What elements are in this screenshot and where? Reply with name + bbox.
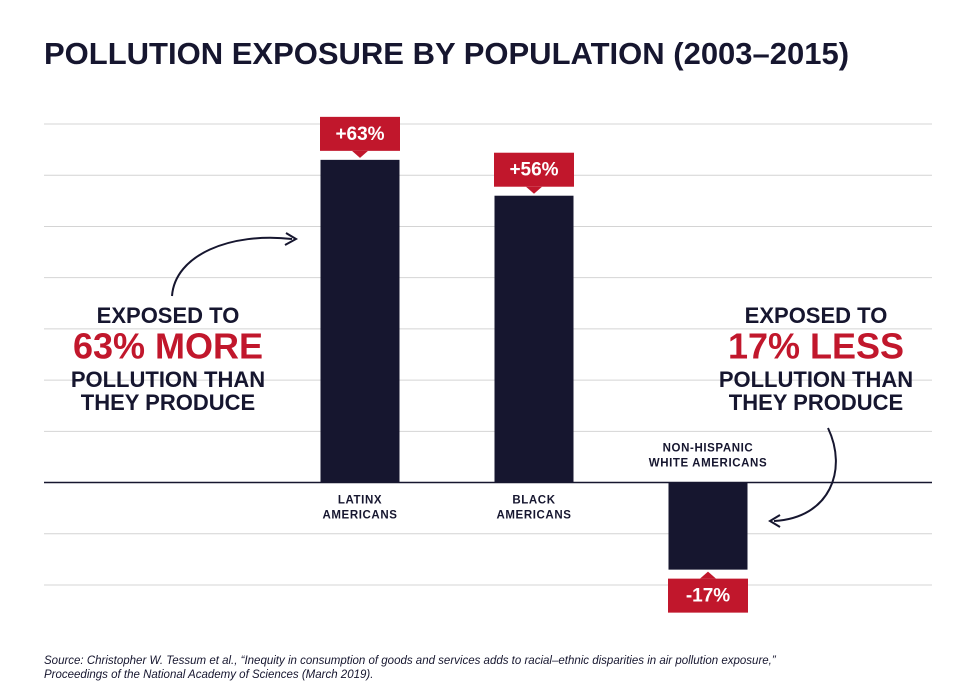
label-pointer: [352, 150, 368, 158]
label-box: [668, 578, 748, 613]
annotation: POLLUTION THAN: [71, 367, 265, 392]
label-pointer: [526, 186, 542, 194]
bar: [494, 195, 574, 483]
data-label: +56%: [509, 160, 558, 181]
bar: [320, 159, 400, 483]
label-pointer: [700, 571, 716, 579]
bar: [668, 482, 748, 570]
annotation: THEY PRODUCE: [81, 390, 255, 415]
arrow: [773, 427, 837, 522]
data-label: -17%: [686, 586, 730, 607]
category-label: LATINX AMERICANS: [322, 495, 397, 522]
annotation: THEY PRODUCE: [729, 390, 903, 415]
arrow-head: [768, 514, 781, 528]
annotation: EXPOSED TO: [745, 303, 888, 328]
annotation: 63% MORE: [73, 326, 263, 367]
source: Proceedings of the National Academy of S…: [44, 669, 373, 681]
annotation: POLLUTION THAN: [719, 367, 913, 392]
arrow: [171, 236, 293, 297]
data-label: +63%: [335, 124, 384, 145]
source: Source: Christopher W. Tessum et al., “I…: [44, 655, 777, 667]
category-label: NON-HISPANIC WHITE AMERICANS: [649, 443, 767, 470]
category-label: BLACK AMERICANS: [496, 495, 571, 522]
label-box: [494, 152, 574, 187]
chart-title: POLLUTION EXPOSURE BY POPULATION (2003–2…: [44, 36, 849, 71]
annotation: EXPOSED TO: [97, 303, 240, 328]
label-box: [320, 116, 400, 151]
annotation: 17% LESS: [728, 326, 904, 367]
arrow-head: [284, 232, 299, 246]
